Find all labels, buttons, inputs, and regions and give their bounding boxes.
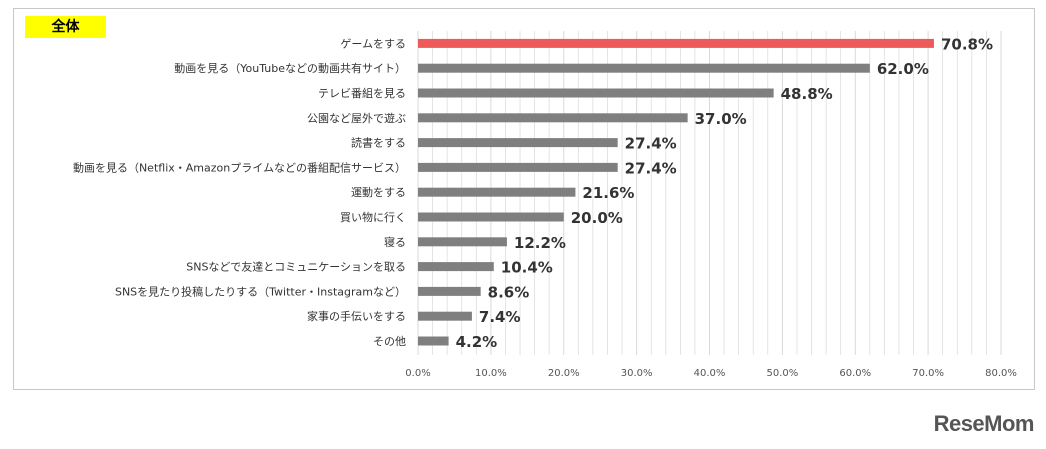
bar xyxy=(418,162,618,172)
value-label: 37.0% xyxy=(695,110,747,128)
category-label: 動画を見る（Netflix・Amazonプライムなどの番組配信サービス） xyxy=(73,160,406,174)
category-label: テレビ番組を見る xyxy=(318,87,406,100)
x-tick-label: 30.0% xyxy=(621,368,653,379)
x-tick-label: 10.0% xyxy=(475,368,507,379)
bar xyxy=(418,187,576,197)
category-label: 買い物に行く xyxy=(340,210,406,224)
bar xyxy=(418,212,564,222)
bars xyxy=(418,38,934,346)
x-tick-label: 40.0% xyxy=(694,368,726,379)
x-tick-label: 60.0% xyxy=(839,368,871,379)
value-label: 27.4% xyxy=(625,135,677,153)
x-tick-label: 50.0% xyxy=(766,368,798,379)
value-label: 70.8% xyxy=(941,35,993,53)
category-label: ゲームをする xyxy=(340,37,406,50)
value-label: 48.8% xyxy=(781,85,833,103)
category-label: 運動をする xyxy=(351,185,406,199)
segment-badge: 全体 xyxy=(25,16,106,38)
bar xyxy=(418,138,618,148)
x-tick-label: 70.0% xyxy=(912,368,944,379)
x-axis-ticks: 0.0% 10.0% 20.0% 30.0% 40.0% 50.0% 60.0% 70.0% 8… xyxy=(405,368,1017,379)
value-labels: 70.8% 62.0% 48.8% 37.0% 27.4% 27.4% 21.6% 20.0%… xyxy=(456,35,993,351)
bar xyxy=(418,38,934,48)
x-tick-label: 80.0% xyxy=(985,368,1017,379)
value-label: 7.4% xyxy=(479,308,521,326)
value-label: 20.0% xyxy=(571,209,623,227)
resemom-logo: ReseMom xyxy=(933,411,1035,436)
category-label: その他 xyxy=(373,335,406,348)
category-label: 動画を見る（YouTubeなどの動画共有サイト） xyxy=(174,61,406,75)
value-label: 27.4% xyxy=(625,159,677,177)
bar xyxy=(418,88,774,98)
bar xyxy=(418,113,688,123)
category-label: SNSを見たり投稿したりする（Twitter・Instagramなど） xyxy=(115,284,406,298)
bar xyxy=(418,237,507,247)
value-label: 21.6% xyxy=(582,184,634,202)
bar xyxy=(418,63,870,73)
bar xyxy=(418,336,449,346)
category-label: 寝る xyxy=(384,235,406,249)
x-tick-label: 20.0% xyxy=(548,368,580,379)
category-label: 読書をする xyxy=(351,136,406,150)
value-label: 4.2% xyxy=(456,333,498,351)
x-tick-label: 0.0% xyxy=(405,368,430,379)
category-label: 家事の手伝いをする xyxy=(307,309,406,323)
value-label: 8.6% xyxy=(488,283,530,301)
value-label: 62.0% xyxy=(877,60,929,78)
value-label: 10.4% xyxy=(501,259,553,277)
category-label: 公園など屋外で遊ぶ xyxy=(307,111,406,125)
bar xyxy=(418,262,494,272)
value-label: 12.2% xyxy=(514,234,566,252)
bar xyxy=(418,311,472,321)
category-label: SNSなどで友達とコミュニケーションを取る xyxy=(186,260,406,274)
bar xyxy=(418,286,481,296)
